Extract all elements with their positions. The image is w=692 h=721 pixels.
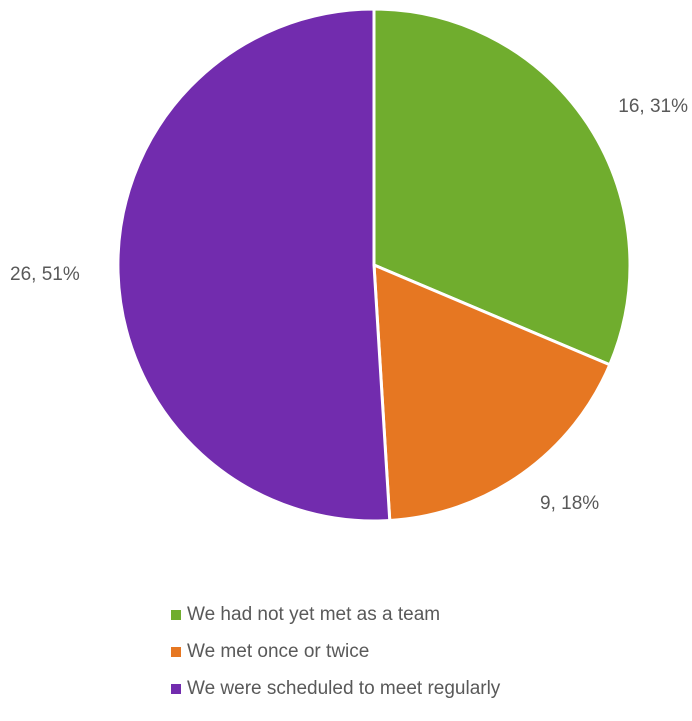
legend-label: We had not yet met as a team <box>187 603 441 625</box>
legend: We had not yet met as a team We met once… <box>171 596 500 707</box>
pie-slices <box>116 7 632 523</box>
pie-slice-had-not-met <box>372 7 632 367</box>
legend-swatch-orange <box>171 646 181 657</box>
pie-slice-met-once-or-twice <box>372 263 612 523</box>
legend-label: We met once or twice <box>187 640 370 662</box>
legend-swatch-green <box>171 609 181 620</box>
data-label-met-once-or-twice: 9, 18% <box>540 493 599 514</box>
legend-item-scheduled-regularly: We were scheduled to meet regularly <box>171 670 500 707</box>
pie-slice-scheduled-regularly <box>116 7 392 523</box>
legend-label: We were scheduled to meet regularly <box>187 677 501 699</box>
data-label-scheduled-regularly: 26, 51% <box>10 264 80 285</box>
legend-swatch-purple <box>171 683 181 694</box>
data-labels: 16, 31% 9, 18% 26, 51% <box>10 96 688 514</box>
data-label-had-not-met: 16, 31% <box>618 96 688 117</box>
legend-item-had-not-met: We had not yet met as a team <box>171 596 500 633</box>
legend-item-met-once-or-twice: We met once or twice <box>171 633 500 670</box>
